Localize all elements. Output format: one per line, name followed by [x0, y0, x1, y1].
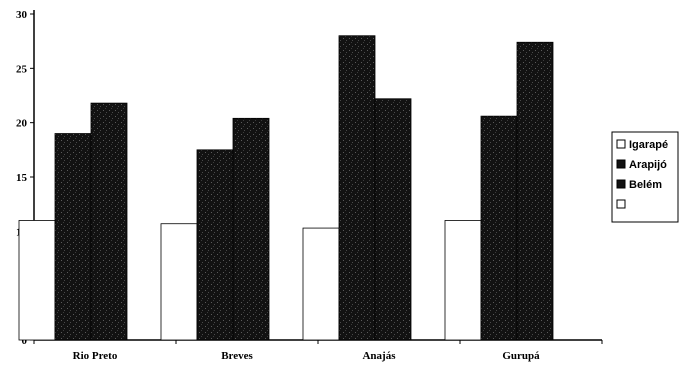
y-tick-label: 20: [16, 118, 28, 130]
bar-igarapé-1: [160, 223, 198, 341]
legend-label: Belém: [629, 179, 662, 191]
y-tick-label: 15: [16, 172, 28, 184]
x-tick-label: Rio Preto: [73, 350, 118, 362]
bar-arapijó-1: [196, 149, 234, 341]
bar-arapijó-3: [480, 115, 518, 341]
x-tick-label: Gurupá: [502, 350, 540, 362]
bar-igarapé-0: [18, 220, 56, 341]
bar-arapijó-2: [338, 35, 376, 341]
bar-igarapé-2: [302, 227, 340, 341]
legend: Igarapé Arapijó Belém: [611, 131, 679, 223]
legend-label: Igarapé: [629, 139, 668, 151]
bar-belém-2: [374, 98, 412, 341]
bar-igarapé-3: [444, 220, 482, 341]
legend-swatch: [616, 199, 626, 209]
y-tick-label: 0: [22, 335, 28, 347]
legend-swatch: [616, 179, 626, 189]
x-tick-label: Breves: [221, 350, 253, 362]
bar-belém-1: [232, 117, 270, 341]
bar-belém-0: [90, 102, 128, 341]
y-tick-label: 30: [16, 9, 28, 21]
legend-label: Arapijó: [629, 159, 667, 171]
bar-belém-3: [516, 41, 554, 341]
legend-swatch: [616, 139, 626, 149]
bar-arapijó-0: [54, 133, 92, 341]
y-tick-label: 25: [16, 63, 28, 75]
legend-swatch: [616, 159, 626, 169]
x-tick-label: Anajás: [362, 350, 396, 362]
